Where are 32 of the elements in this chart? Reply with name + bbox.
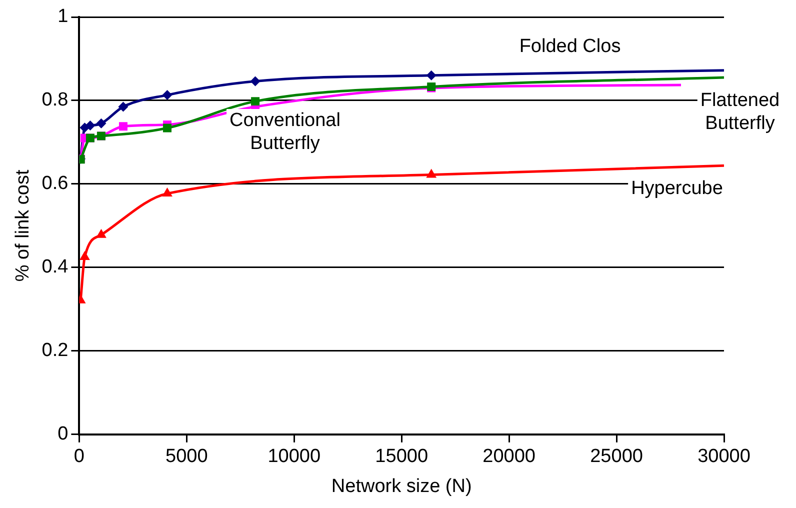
y-tick-label: 1 xyxy=(58,6,68,28)
point xyxy=(251,97,260,106)
y-tick-label: 0.8 xyxy=(42,90,68,111)
x-tick-label: 15000 xyxy=(375,446,428,468)
y-tick-label: 0 xyxy=(58,424,68,445)
x-tick-label: 20000 xyxy=(482,446,536,468)
x-tick-label: 30000 xyxy=(698,446,750,468)
point xyxy=(426,168,437,178)
x-axis-title: Network size (N) xyxy=(331,476,472,497)
point xyxy=(96,118,106,128)
point xyxy=(162,90,172,100)
point xyxy=(96,228,106,238)
point xyxy=(85,120,96,131)
point xyxy=(118,102,128,112)
series-label: Folded Clos xyxy=(519,36,621,58)
y-tick-label: 0.4 xyxy=(42,256,69,278)
point xyxy=(163,124,172,132)
point xyxy=(80,251,90,260)
y-axis-title: % of link cost xyxy=(12,169,34,282)
point xyxy=(162,188,172,197)
series-label: Hypercube xyxy=(631,178,723,200)
x-tick-label: 5000 xyxy=(166,446,208,468)
y-tick-label: 0.2 xyxy=(42,340,68,362)
x-tick-label: 10000 xyxy=(268,446,321,468)
series-label: Conventional Butterfly xyxy=(230,110,340,154)
point xyxy=(118,122,128,131)
point xyxy=(426,70,436,80)
x-tick-label: 25000 xyxy=(590,446,643,468)
point xyxy=(250,76,260,86)
x-tick-label: 0 xyxy=(74,446,84,468)
y-tick-label: 0.6 xyxy=(42,173,68,194)
series-label: Flattened Butterfly xyxy=(700,90,780,134)
